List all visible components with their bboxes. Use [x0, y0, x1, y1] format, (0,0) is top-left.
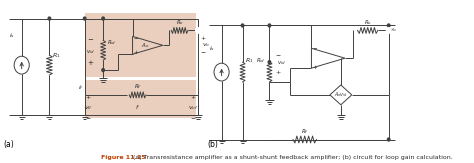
Text: $A_o$: $A_o$: [141, 41, 149, 50]
Text: $+$: $+$: [312, 63, 318, 71]
Text: (b): (b): [207, 140, 218, 149]
Text: $v_o$: $v_o$: [202, 41, 210, 49]
Text: $R_1$: $R_1$: [52, 51, 61, 60]
Text: $R_F$: $R_F$: [134, 82, 142, 91]
Text: $v_{of}$: $v_{of}$: [188, 104, 198, 112]
Text: $i_f$: $i_f$: [78, 83, 84, 92]
Text: $R_{id}$: $R_{id}$: [256, 56, 266, 65]
Circle shape: [268, 61, 271, 64]
Text: $v_{id}$: $v_{id}$: [277, 59, 286, 67]
Text: $i_s$: $i_s$: [209, 44, 214, 53]
Text: $+$: $+$: [133, 48, 139, 56]
Text: $-$: $-$: [190, 115, 196, 120]
Text: $+$: $+$: [85, 93, 91, 101]
Circle shape: [387, 138, 390, 141]
Circle shape: [102, 69, 104, 72]
Circle shape: [196, 27, 201, 33]
Circle shape: [386, 27, 391, 33]
Text: $+$: $+$: [87, 58, 94, 67]
Text: $A_o v_{id}$: $A_o v_{id}$: [334, 90, 348, 99]
Text: $f$: $f$: [135, 103, 140, 111]
Text: $R_o$: $R_o$: [175, 18, 183, 27]
Text: $-$: $-$: [200, 50, 206, 55]
Text: $i_s$: $i_s$: [9, 31, 15, 40]
Circle shape: [83, 17, 86, 20]
Text: $R_F$: $R_F$: [301, 127, 309, 136]
Text: $+$: $+$: [274, 68, 281, 76]
Text: Figure 11.15: Figure 11.15: [100, 155, 145, 160]
Text: $-$: $-$: [133, 35, 139, 40]
Text: $+$: $+$: [200, 34, 206, 42]
FancyBboxPatch shape: [85, 13, 196, 77]
Text: $R_o$: $R_o$: [364, 18, 372, 27]
Text: $+$: $+$: [190, 93, 196, 101]
Text: $v_{id}$: $v_{id}$: [86, 48, 95, 56]
Text: $-$: $-$: [85, 115, 91, 120]
Circle shape: [48, 17, 51, 20]
Text: $v_{if}$: $v_{if}$: [83, 104, 92, 112]
Text: $R_1$: $R_1$: [245, 56, 254, 65]
Circle shape: [268, 24, 271, 27]
FancyBboxPatch shape: [85, 80, 196, 118]
Circle shape: [102, 17, 104, 20]
Text: $v_o$: $v_o$: [389, 27, 397, 34]
Circle shape: [241, 24, 244, 27]
Circle shape: [387, 24, 390, 27]
Text: $-$: $-$: [274, 53, 281, 58]
Text: (a) Transresistance amplifier as a shunt-shunt feedback amplifier; (b) circuit f: (a) Transresistance amplifier as a shunt…: [131, 155, 453, 160]
Text: (a): (a): [4, 140, 15, 149]
Text: $-$: $-$: [87, 35, 94, 41]
Text: $-$: $-$: [312, 46, 318, 51]
Text: $R_{id}$: $R_{id}$: [107, 38, 116, 47]
